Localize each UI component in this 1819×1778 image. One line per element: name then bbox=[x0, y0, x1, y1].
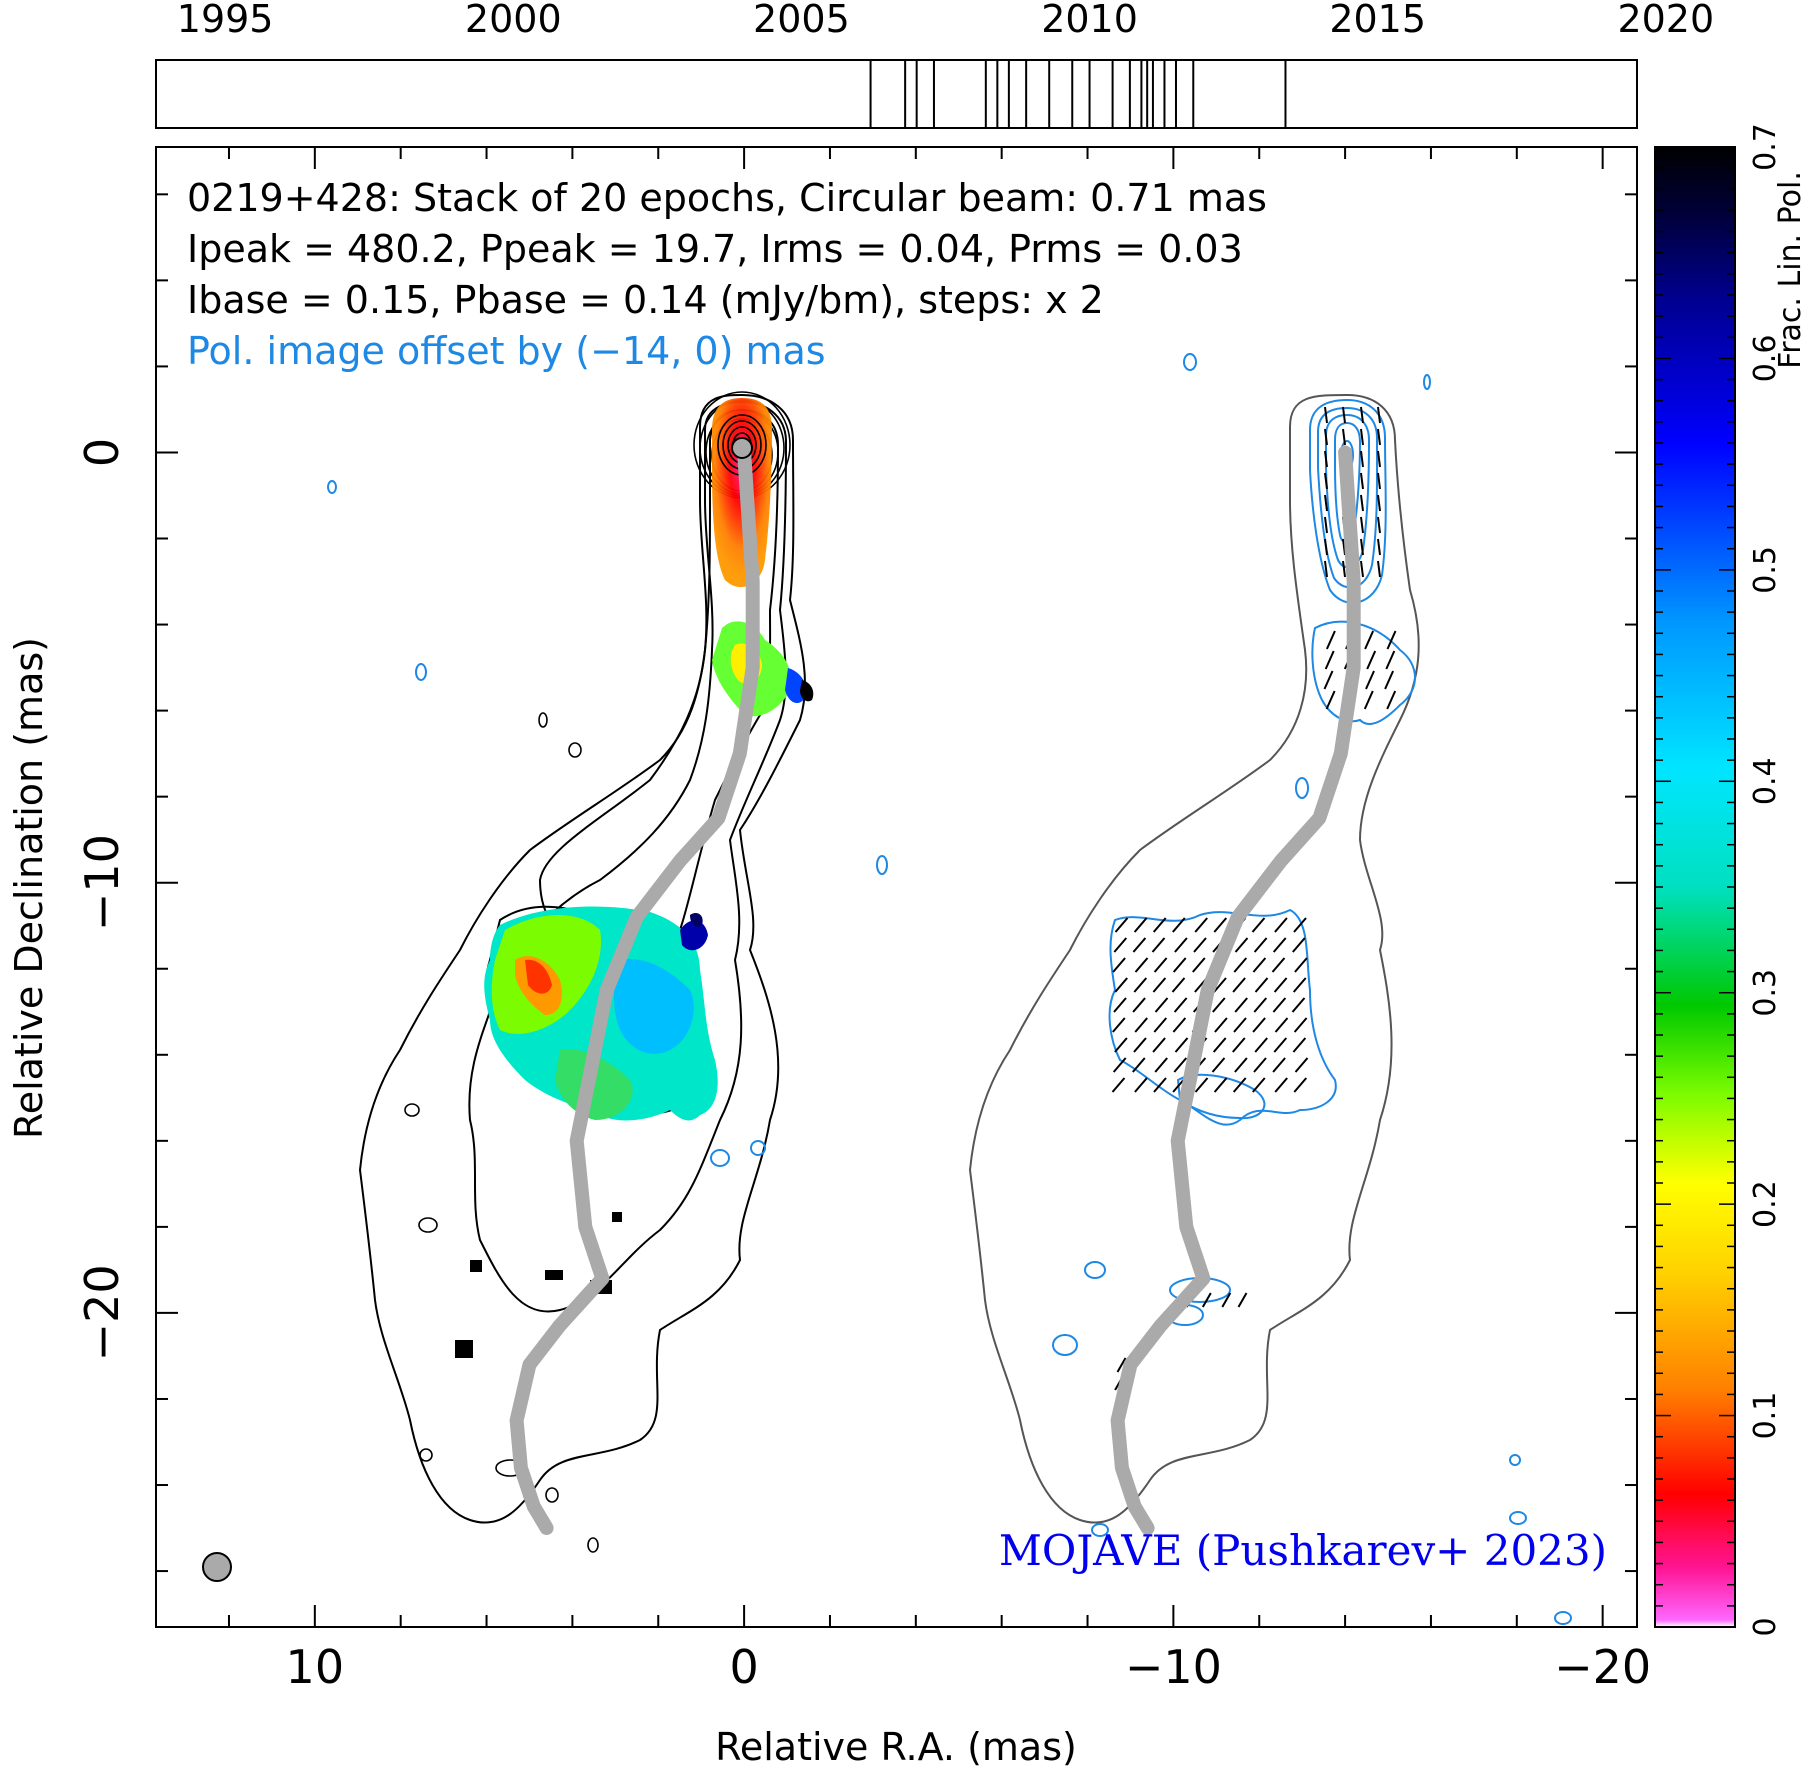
y-tick-label: −20 bbox=[75, 1264, 129, 1361]
y-axis-label: Relative Declination (mas) bbox=[7, 637, 51, 1139]
annotation-offset-note: Pol. image offset by (−14, 0) mas bbox=[187, 329, 826, 373]
timeline-tick-label: 2005 bbox=[753, 0, 850, 41]
polarization-image bbox=[327, 353, 1572, 1625]
x-tick-label: −20 bbox=[1554, 1640, 1651, 1694]
x-tick-label: −10 bbox=[1125, 1640, 1222, 1694]
annotation-line-2: Ipeak = 480.2, Ppeak = 19.7, Irms = 0.04… bbox=[187, 227, 1243, 271]
colorbar-tick-label: 0.2 bbox=[1748, 1180, 1783, 1228]
colorbar-tick-label: 0.4 bbox=[1748, 757, 1783, 805]
timeline-tick-label: 2010 bbox=[1041, 0, 1138, 41]
colorbar-gradient bbox=[1654, 146, 1736, 1628]
y-tick-label: 0 bbox=[75, 438, 129, 467]
colorbar-tick-label: 0.7 bbox=[1748, 123, 1783, 171]
timeline-frame bbox=[155, 59, 1638, 129]
x-tick-label: 0 bbox=[729, 1640, 758, 1694]
colorbar: 0 0.1 0.2 0.3 0.4 0.5 0.6 0.7 Frac. Lin. Pol. bbox=[1654, 123, 1808, 1637]
colorbar-tick-label: 0.6 bbox=[1748, 335, 1783, 383]
epoch-timeline: 1995 2000 2005 2010 2015 2020 bbox=[155, 0, 1714, 129]
timeline-tick-label: 2020 bbox=[1617, 0, 1714, 41]
colorbar-label: Frac. Lin. Pol. bbox=[1773, 171, 1808, 369]
pol-contours-right bbox=[327, 353, 1572, 1625]
beam-ellipse bbox=[202, 1552, 232, 1582]
credit-label: MOJAVE (Pushkarev+ 2023) bbox=[999, 1526, 1607, 1575]
colorbar-tick-label: 0 bbox=[1748, 1617, 1783, 1636]
annotation-line-3: Ibase = 0.15, Pbase = 0.14 (mJy/bm), ste… bbox=[187, 278, 1104, 322]
x-tick-label: 10 bbox=[286, 1640, 345, 1694]
annotation-line-1: 0219+428: Stack of 20 epochs, Circular b… bbox=[187, 176, 1267, 220]
colorbar-tick-label: 0.5 bbox=[1748, 546, 1783, 594]
colorbar-tick-label: 0.3 bbox=[1748, 969, 1783, 1017]
plot-frame bbox=[155, 146, 1638, 1628]
timeline-tick-label: 2000 bbox=[465, 0, 562, 41]
axis-ticks bbox=[156, 147, 1637, 1627]
y-tick-label: −10 bbox=[75, 834, 129, 931]
jet-ridge-line-left bbox=[509, 445, 760, 1535]
jet-ridge-line-right bbox=[1110, 445, 1361, 1535]
colorbar-tick-label: 0.1 bbox=[1748, 1392, 1783, 1440]
timeline-tick-label: 1995 bbox=[177, 0, 274, 41]
plot-area: 0219+428: Stack of 20 epochs, Circular b… bbox=[155, 146, 1638, 1628]
timeline-tick-label: 2015 bbox=[1329, 0, 1426, 41]
x-axis-label: Relative R.A. (mas) bbox=[715, 1725, 1077, 1769]
